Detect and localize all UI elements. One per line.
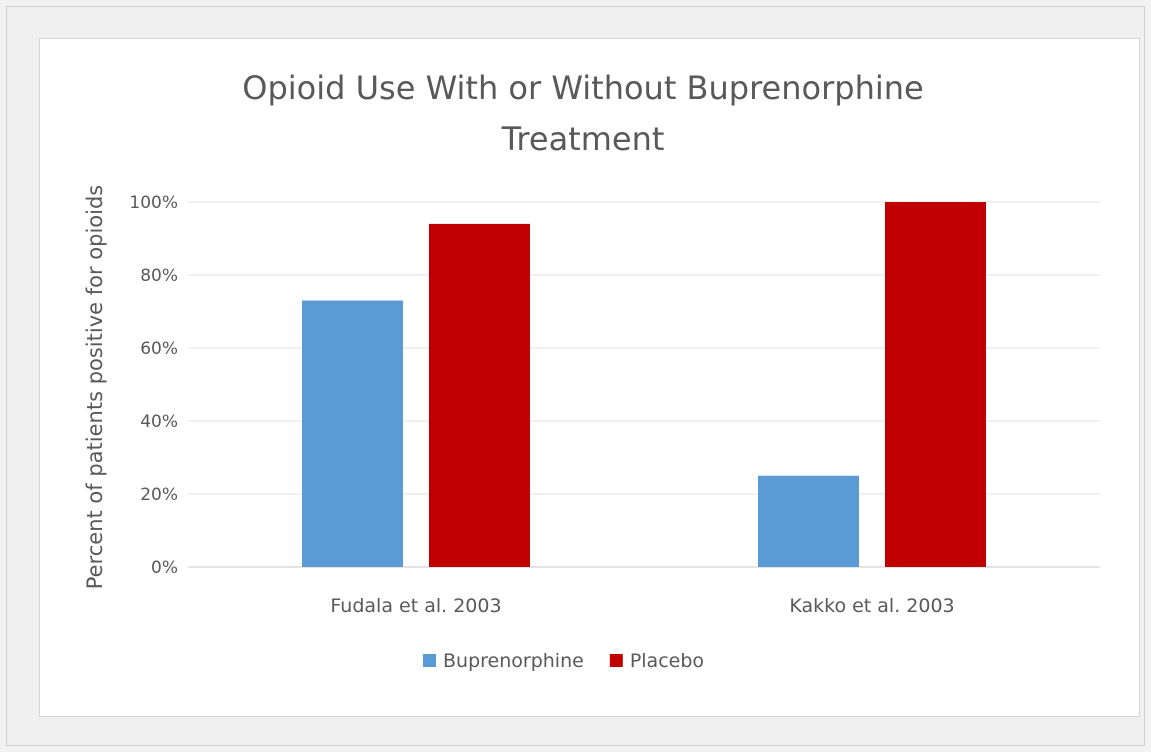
y-tick-label-1: 20% [140,485,178,505]
legend-label-placebo: Placebo [630,650,704,672]
x-axis-categories: Fudala et al. 2003 Kakko et al. 2003 [330,595,954,617]
y-tick-label-2: 40% [140,412,178,432]
y-axis-ticks: 0% 20% 40% 60% 80% 100% [129,193,178,578]
x-category-label-1: Kakko et al. 2003 [789,595,954,617]
y-tick-label-5: 100% [129,193,178,213]
bars [302,202,986,567]
legend-swatch-placebo [609,654,623,667]
x-category-label-0: Fudala et al. 2003 [330,595,501,617]
chart-title: Opioid Use With or Without Buprenorphine… [242,69,923,158]
chart-title-line-1: Opioid Use With or Without Buprenorphine [242,69,923,107]
bar-buprenorphine-0 [302,300,403,567]
y-tick-label-3: 60% [140,339,178,359]
chart-title-line-2: Treatment [501,120,665,158]
y-axis-label: Percent of patients positive for opioids [83,185,107,590]
legend-label-buprenorphine: Buprenorphine [443,650,584,672]
bar-placebo-0 [429,223,530,567]
legend-swatch-buprenorphine [423,654,436,667]
y-tick-label-0: 0% [151,558,178,578]
bar-buprenorphine-1 [758,475,859,567]
bar-placebo-1 [885,202,986,567]
y-tick-label-4: 80% [140,266,178,286]
legend: Buprenorphine Placebo [423,650,704,672]
